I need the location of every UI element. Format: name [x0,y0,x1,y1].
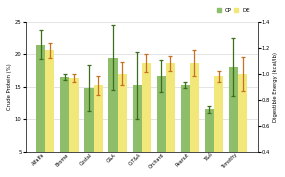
Bar [118,74,127,152]
Bar [157,76,166,152]
Bar [45,50,54,152]
Bar [190,63,199,152]
Bar [214,76,223,152]
Bar [36,45,45,152]
Bar [205,109,214,152]
Y-axis label: Digestible Energy (kcal/lb): Digestible Energy (kcal/lb) [273,52,278,122]
Legend: CP, DE: CP, DE [217,8,250,13]
Bar [93,85,103,152]
Bar [166,63,175,152]
Bar [84,88,93,152]
Y-axis label: Crude Protein (%): Crude Protein (%) [7,63,12,110]
Bar [181,85,190,152]
Bar [109,58,118,152]
Bar [238,74,247,152]
Bar [60,77,70,152]
Bar [70,78,79,152]
Bar [229,67,238,152]
Bar [133,85,142,152]
Bar [142,63,151,152]
